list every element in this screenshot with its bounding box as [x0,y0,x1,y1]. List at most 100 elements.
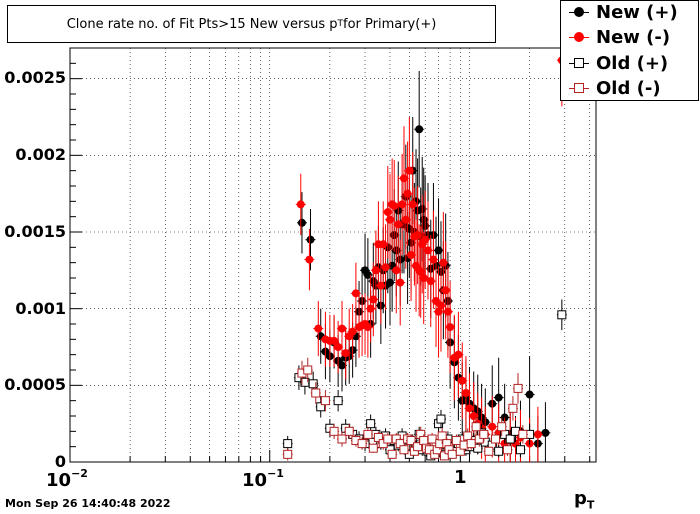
data-point [306,235,315,244]
series-old [282,357,528,461]
data-point [385,215,394,224]
data-point [399,174,408,183]
series-new [295,14,567,462]
data-point [471,422,481,432]
data-point [344,426,354,436]
data-point [454,350,463,359]
data-point [458,376,467,385]
legend-label-new-plus: New (+) [596,2,678,23]
data-point [348,327,357,336]
data-point [513,383,523,393]
data-point [446,323,455,332]
data-point [308,379,318,389]
legend-marker-old-minus [574,83,584,93]
data-point [398,200,407,209]
data-point [465,404,474,413]
title-suffix: for Primary(+) [343,16,437,32]
data-point [387,449,397,459]
data-point [329,426,339,436]
y-tick-label: 0.0025 [4,68,66,87]
data-point [334,343,343,351]
data-point [515,445,525,455]
data-point [383,208,392,217]
legend-marker-new-minus [574,32,584,42]
data-point [333,396,343,406]
data-point [392,266,401,275]
legend-label-new-minus: New (-) [596,27,671,48]
data-point [366,304,375,313]
data-point [396,278,405,287]
data-point [473,443,483,453]
data-point [518,429,528,439]
data-point [463,431,473,441]
data-point [437,431,447,441]
data-point [357,439,367,449]
data-point [407,251,416,259]
data-point [341,349,350,358]
data-point [363,323,372,332]
legend-entry-old-plus: Old (+) [561,52,698,76]
data-point [330,336,339,345]
data-point [419,274,428,282]
data-point [408,200,417,209]
title-subscript: T [337,19,344,29]
data-point [297,218,306,227]
legend-entry-new-plus: New (+) [561,1,698,25]
y-tick-label: 0.0015 [4,222,66,241]
data-point [557,310,567,320]
data-point [424,246,433,255]
timestamp: Mon Sep 26 14:40:48 2022 [5,497,171,510]
data-point [283,449,293,459]
y-tick-label: 0.0005 [4,375,66,394]
data-point [311,388,321,398]
data-point [373,432,383,442]
data-point [419,436,429,446]
data-point [305,255,314,264]
data-point [494,393,503,402]
data-point [403,189,412,198]
data-point [385,278,394,287]
data-point [505,434,515,444]
x-tick-label: 10−1 [242,467,284,491]
data-point [497,422,507,432]
data-point [399,445,409,455]
data-point [429,255,438,264]
data-point [351,289,360,298]
data-point [337,434,347,444]
grid [70,48,596,462]
data-point [502,445,512,455]
legend-label-old-minus: Old (-) [596,78,661,99]
data-point [488,422,497,431]
data-point [436,414,446,424]
data-point [474,434,484,444]
data-point [381,263,390,272]
data-point [369,295,378,304]
y-tick-label: 0 [54,452,66,471]
data-point [491,434,501,444]
data-point [314,324,323,333]
legend-label-old-plus: Old (+) [596,53,669,74]
data-point [479,429,489,439]
legend-entry-new-minus: New (-) [561,26,698,50]
data-point [494,446,504,456]
data-point [363,270,372,279]
data-point [415,125,424,134]
data-point [466,439,476,449]
data-point [368,443,378,453]
chart-title: Clone rate no. of Fit Pts>15 New versus … [7,5,496,43]
data-point [443,307,452,316]
data-point [461,389,470,397]
data-point [533,430,542,439]
data-point [303,365,313,375]
data-point [541,428,550,437]
data-point [447,449,457,459]
data-point [426,277,435,286]
data-point [508,403,518,413]
title-main: Clone rate no. of Fit Pts>15 New versus … [66,16,338,32]
x-tick-label: 10−2 [46,467,88,491]
data-point [394,220,403,229]
data-point [366,419,376,429]
data-marks [282,14,567,462]
data-point [419,215,428,224]
